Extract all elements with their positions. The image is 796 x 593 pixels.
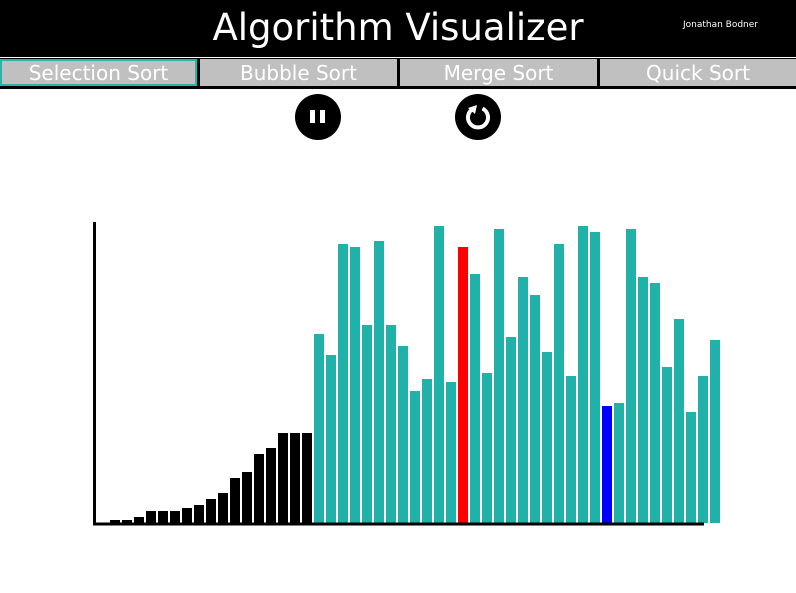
bar-unsorted — [446, 382, 456, 523]
bar-unsorted — [362, 325, 372, 523]
bar-unsorted — [374, 241, 384, 523]
bar-sorted — [278, 433, 288, 523]
bar-unsorted — [518, 277, 528, 523]
bar-unsorted — [662, 367, 672, 523]
bars-group — [110, 226, 720, 523]
bar-sorted — [242, 472, 252, 523]
bar-sorted — [110, 520, 120, 523]
bar-unsorted — [698, 376, 708, 523]
bar-sorted — [230, 478, 240, 523]
bar-unsorted — [650, 283, 660, 523]
bar-unsorted — [386, 325, 396, 523]
tab-quick-sort[interactable]: Quick Sort — [600, 59, 796, 86]
bar-unsorted — [686, 412, 696, 523]
restart-button[interactable] — [455, 94, 501, 140]
bar-unsorted — [314, 334, 324, 523]
bar-minimum — [602, 406, 612, 523]
app-header: Algorithm Visualizer Jonathan Bodner — [0, 0, 796, 57]
bar-unsorted — [326, 355, 336, 523]
bar-unsorted — [482, 373, 492, 523]
bar-sorted — [218, 493, 228, 523]
algorithm-tabs: Selection Sort Bubble Sort Merge Sort Qu… — [0, 58, 796, 89]
bar-sorted — [302, 433, 312, 523]
bar-sorted — [170, 511, 180, 523]
bar-sorted — [146, 511, 156, 523]
bar-unsorted — [578, 226, 588, 523]
author-name: Jonathan Bodner — [682, 20, 758, 30]
bar-sorted — [158, 511, 168, 523]
bar-unsorted — [470, 274, 480, 523]
bar-sorted — [134, 517, 144, 523]
tab-selection-sort[interactable]: Selection Sort — [0, 59, 197, 86]
bar-unsorted — [590, 232, 600, 523]
bar-unsorted — [338, 244, 348, 523]
bar-unsorted — [554, 244, 564, 523]
bar-current — [458, 247, 468, 523]
bar-unsorted — [530, 295, 540, 523]
tab-bubble-sort[interactable]: Bubble Sort — [200, 59, 397, 86]
bar-sorted — [182, 508, 192, 523]
bar-sorted — [206, 499, 216, 523]
app-title: Algorithm Visualizer — [212, 6, 584, 49]
bar-unsorted — [494, 229, 504, 523]
bar-sorted — [266, 448, 276, 523]
bar-unsorted — [398, 346, 408, 523]
pause-icon — [310, 110, 325, 123]
bar-unsorted — [350, 247, 360, 523]
restart-icon — [466, 105, 490, 130]
bar-unsorted — [506, 337, 516, 523]
bar-unsorted — [710, 340, 720, 523]
bar-unsorted — [614, 403, 624, 523]
bar-unsorted — [626, 229, 636, 523]
playback-controls — [0, 94, 796, 142]
bar-unsorted — [410, 391, 420, 523]
bar-unsorted — [566, 376, 576, 523]
tab-merge-sort[interactable]: Merge Sort — [400, 59, 597, 86]
pause-button[interactable] — [295, 94, 341, 140]
bar-sorted — [290, 433, 300, 523]
bar-unsorted — [434, 226, 444, 523]
bar-unsorted — [638, 277, 648, 523]
bar-sorted — [254, 454, 264, 523]
bar-sorted — [194, 505, 204, 523]
bar-unsorted — [542, 352, 552, 523]
bar-unsorted — [422, 379, 432, 523]
bar-sorted — [122, 520, 132, 523]
bar-unsorted — [674, 319, 684, 523]
